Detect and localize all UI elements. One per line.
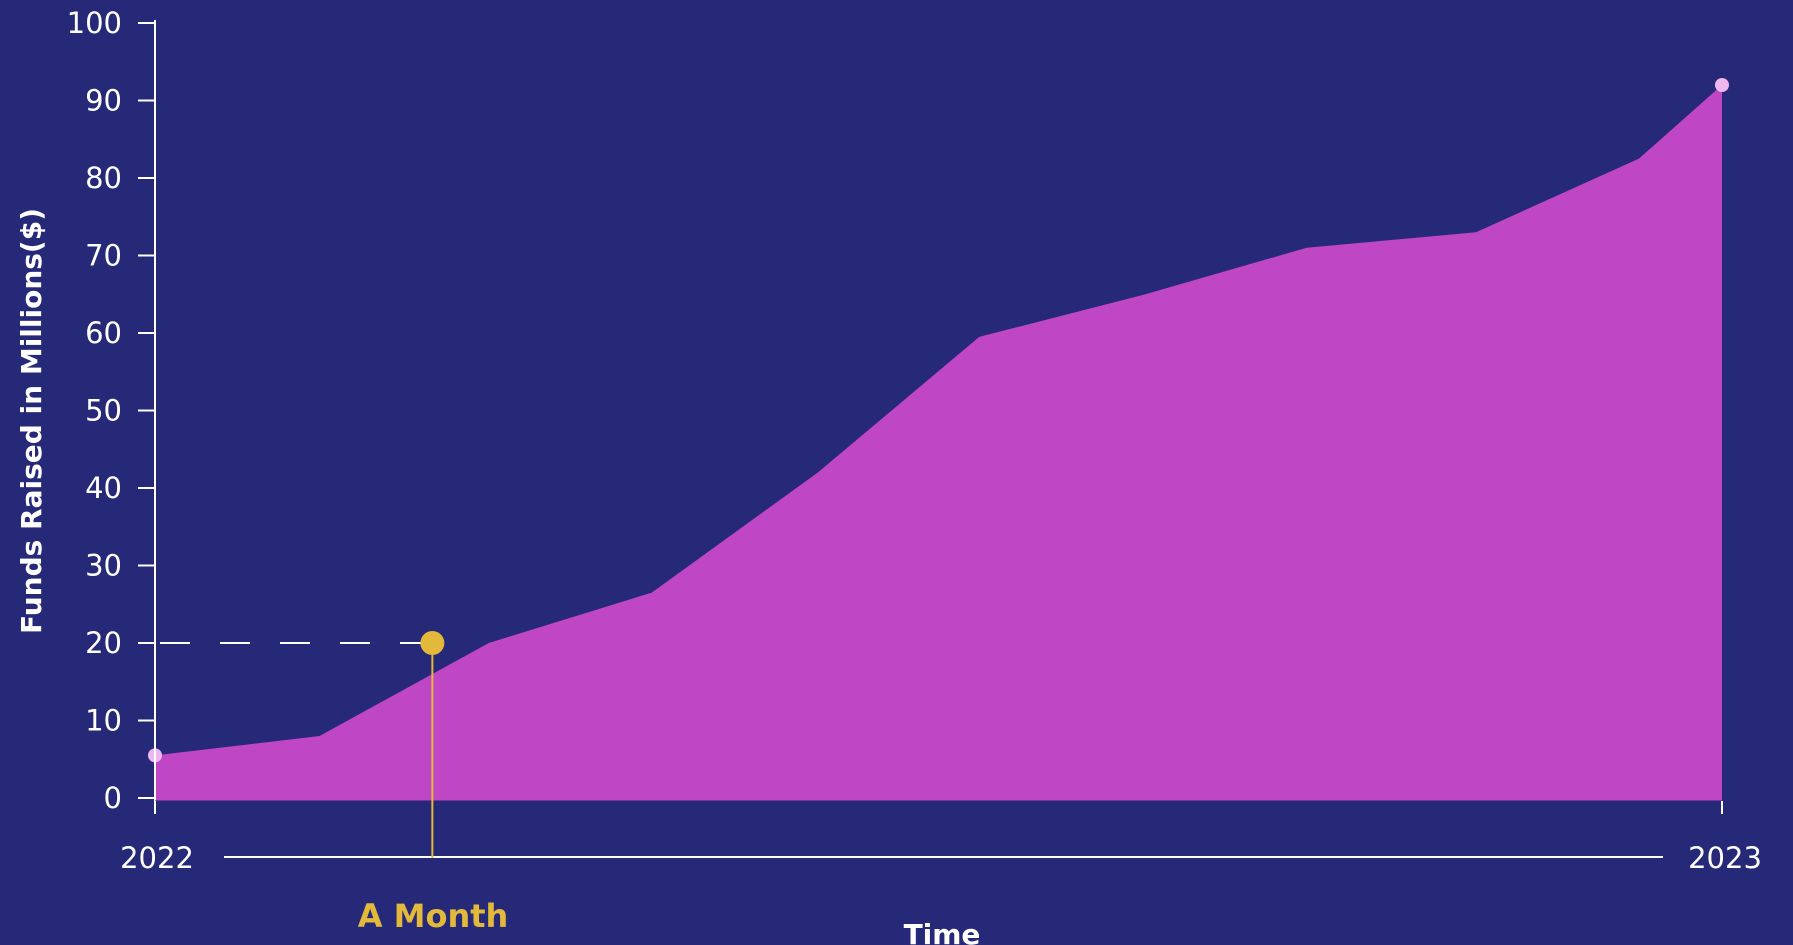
annotation-layer xyxy=(160,631,445,858)
end-point xyxy=(1715,78,1729,92)
y-tick-label: 90 xyxy=(85,84,122,118)
y-axis-title: Funds Raised in Millions($) xyxy=(15,208,48,634)
y-tick-label: 20 xyxy=(85,626,122,660)
y-tick-label: 80 xyxy=(85,161,122,195)
area-series xyxy=(155,85,1722,801)
y-tick-layer: 0 10 20 30 40 50 60 70 80 90 100 xyxy=(67,6,155,815)
y-tick-label: 40 xyxy=(85,471,122,505)
y-tick-label: 70 xyxy=(85,239,122,273)
axis-layer xyxy=(154,20,1723,858)
y-tick-label: 100 xyxy=(67,6,122,40)
y-tick-label: 50 xyxy=(85,394,122,428)
y-tick-label: 30 xyxy=(85,549,122,583)
x-axis-start-label: 2022 xyxy=(120,841,194,875)
annotation-point xyxy=(420,631,445,655)
annotation-label: A Month xyxy=(358,897,509,935)
y-tick-label: 0 xyxy=(104,781,122,815)
x-axis-title: Time xyxy=(904,918,981,945)
x-axis-end-label: 2023 xyxy=(1688,841,1762,875)
area-layer xyxy=(148,78,1729,801)
y-tick-label: 10 xyxy=(85,704,122,738)
y-tick-label: 60 xyxy=(85,316,122,350)
